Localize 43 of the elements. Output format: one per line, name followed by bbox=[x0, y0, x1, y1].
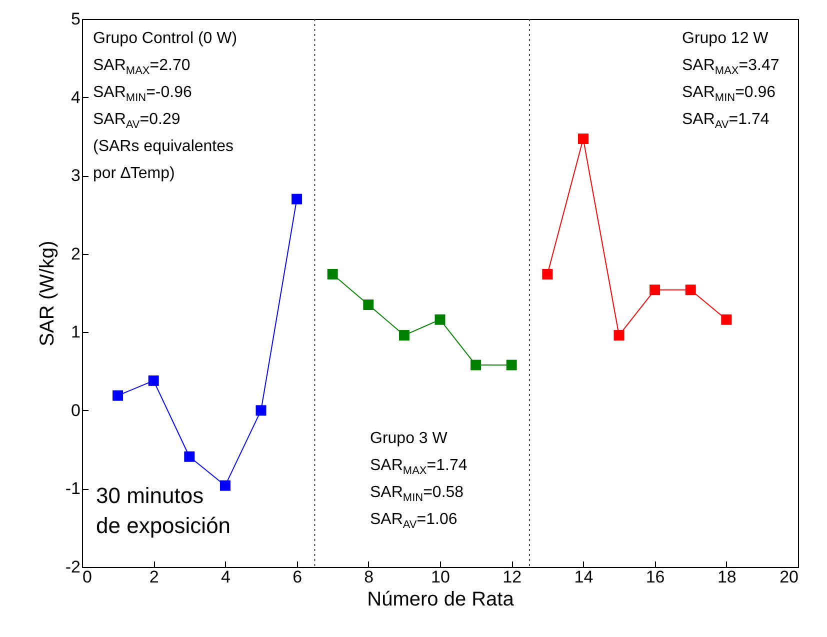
x-tick-label: 10 bbox=[431, 568, 450, 586]
point bbox=[721, 314, 732, 325]
point bbox=[327, 268, 338, 280]
y-tick-label: 0 bbox=[71, 400, 80, 420]
x-tick-label: 14 bbox=[574, 568, 594, 586]
y-tick-label: -1 bbox=[65, 479, 80, 498]
y-tick-label: 2 bbox=[71, 244, 80, 264]
point bbox=[650, 284, 660, 296]
point bbox=[112, 390, 124, 401]
y-axis-title: SAR (W/kg) bbox=[36, 240, 58, 346]
x-tick-label: 2 bbox=[149, 568, 159, 586]
x-tick-label: 8 bbox=[364, 568, 374, 586]
x-tick-label: 6 bbox=[292, 568, 302, 586]
point bbox=[220, 480, 230, 491]
y-tick-label: 5 bbox=[71, 10, 80, 28]
x-tick-label: 0 bbox=[82, 568, 92, 586]
x-tick-label: 4 bbox=[220, 568, 230, 586]
point bbox=[363, 300, 374, 310]
text: Grupo 3 W SAR$_{MAX}$=1.74 SAR$_{MIN}$=0.58 SAR$_{AV}$=1.06 bbox=[370, 430, 468, 532]
y-tick-label: 1 bbox=[71, 322, 80, 342]
point bbox=[292, 194, 302, 204]
point bbox=[256, 405, 266, 416]
text: Grupo 12 W SAR$_{MAX}$=3.47 SAR$_{MIN}$=0.96 SAR$_{AV}$=1.74 bbox=[682, 30, 780, 132]
point bbox=[184, 451, 195, 462]
point bbox=[148, 375, 159, 386]
annotation: 30 minutos de exposición bbox=[96, 482, 231, 540]
point bbox=[506, 360, 517, 370]
point bbox=[470, 360, 482, 370]
point bbox=[398, 330, 410, 341]
x-tick-label: 16 bbox=[646, 568, 665, 586]
y-tick-label: 3 bbox=[71, 166, 80, 186]
point bbox=[578, 134, 588, 144]
y-tick-label: -2 bbox=[65, 558, 80, 576]
point bbox=[434, 314, 446, 325]
x-tick-label: 20 bbox=[780, 568, 798, 586]
x-tick-label: 18 bbox=[717, 568, 736, 586]
x-axis-title: Número de Rata bbox=[367, 588, 515, 610]
point bbox=[542, 268, 553, 280]
point bbox=[685, 284, 696, 296]
point bbox=[614, 330, 624, 341]
x-tick-label: 12 bbox=[502, 568, 522, 586]
y-tick-label: 4 bbox=[71, 88, 80, 107]
text: Grupo Control (0 W) SAR$_{MAX}$=2.70 SAR$_{MIN}$=-0.96 SAR$_{AV}$=0.29 (SARs equivalentes por ∆Temp) bbox=[93, 30, 238, 182]
